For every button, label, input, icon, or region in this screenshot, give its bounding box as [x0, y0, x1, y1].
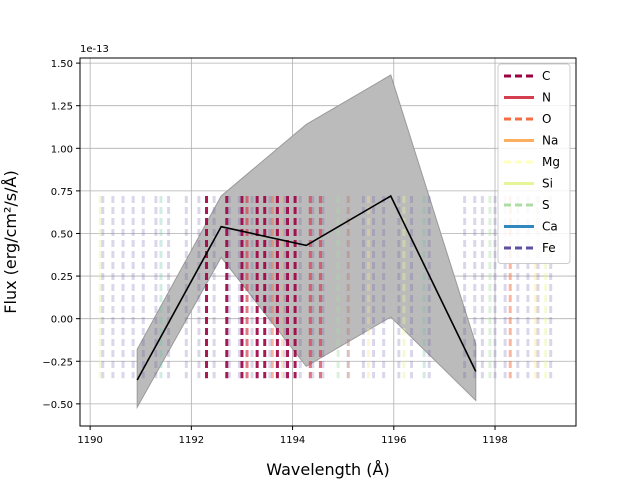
plot-frame [79, 57, 577, 427]
y-tick-label: 1.50 [51, 59, 73, 70]
legend-label-ca: Ca [542, 220, 558, 234]
legend-label-n: N [542, 91, 551, 105]
y-tick-label: 0.75 [51, 187, 73, 198]
legend-label-o: O [542, 112, 551, 126]
x-tick-label: 1196 [381, 435, 406, 446]
x-tick-label: 1198 [482, 435, 507, 446]
y-tick-label: 0.50 [51, 229, 73, 240]
legend-label-mg: Mg [542, 155, 560, 169]
y-tick-label: −0.50 [42, 400, 73, 411]
x-tick-label: 1190 [77, 435, 102, 446]
y-tick-label: 0.00 [51, 315, 73, 326]
flux-uncertainty-band [136, 74, 477, 410]
line-markers [98, 196, 553, 379]
legend-label-si: Si [542, 177, 553, 191]
legend-label-fe: Fe [542, 241, 556, 255]
y-offset-text: 1e-13 [80, 44, 109, 55]
legend-label-na: Na [542, 134, 558, 148]
flux-line [136, 194, 477, 381]
y-tick-label: 1.25 [51, 102, 73, 113]
flux-series [136, 194, 477, 381]
legend-label-c: C [542, 69, 550, 83]
x-axis-label: Wavelength (Å) [266, 460, 389, 479]
uncertainty-band [136, 74, 477, 410]
y-tick-label: 0.25 [51, 272, 73, 283]
grid [80, 58, 576, 426]
legend-label-s: S [542, 198, 550, 212]
y-tick-label: −0.25 [42, 357, 73, 368]
y-axis-label: Flux (erg/cm²/s/Å) [1, 170, 20, 313]
x-tick-label: 1192 [179, 435, 204, 446]
y-tick-label: 1.00 [51, 144, 73, 155]
axis-ticks: 1190 1192 1194 1196 1198 −0.50 −0.25 0.00 0.25 0.… [42, 59, 507, 446]
legend-box [497, 63, 571, 264]
x-tick-label: 1194 [280, 435, 305, 446]
legend: CNO Na Mg Si S Ca Fe [497, 63, 571, 264]
